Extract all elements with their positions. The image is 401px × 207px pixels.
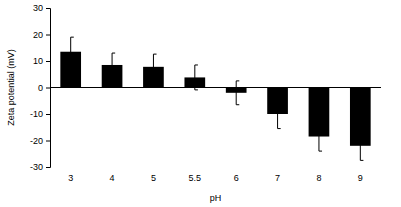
y-tick-label: -30 xyxy=(30,162,43,172)
error-cap xyxy=(195,89,198,90)
x-tick-label: 5.5 xyxy=(189,173,202,183)
marks xyxy=(60,37,370,160)
y-tick-mark xyxy=(46,167,50,168)
y-tick: -10 xyxy=(30,109,50,119)
x-tick-label: 6 xyxy=(234,173,239,183)
y-tick-label: -20 xyxy=(30,136,43,146)
bar xyxy=(184,77,205,87)
error-cap xyxy=(236,80,239,81)
x-tick: 5.5 xyxy=(189,173,202,183)
y-tick-label: 20 xyxy=(33,30,43,40)
x-tick-label: 9 xyxy=(358,173,363,183)
y-axis: -30 -20 -10 0 10 20 30 xyxy=(30,3,51,172)
y-tick-label: -10 xyxy=(30,109,43,119)
x-tick: 7 xyxy=(275,173,280,183)
x-tick-label: 8 xyxy=(316,173,321,183)
chart: -30 -20 -10 0 10 20 30 3 4 5 5.5 6 7 8 9 pH Zeta potenti… xyxy=(0,0,401,207)
y-tick: -30 xyxy=(30,162,50,172)
y-tick-label: 30 xyxy=(33,3,43,13)
y-tick: 10 xyxy=(33,56,50,66)
x-tick-label: 3 xyxy=(68,173,73,183)
x-tick: 3 xyxy=(68,173,73,183)
y-tick-mark xyxy=(46,35,50,36)
x-axis-title: pH xyxy=(210,193,222,203)
bar xyxy=(226,88,247,93)
error-cap xyxy=(71,37,74,38)
bar xyxy=(309,88,330,137)
x-tick: 8 xyxy=(316,173,321,183)
y-tick-label: 0 xyxy=(38,83,43,93)
error-cap xyxy=(360,160,363,161)
error-cap xyxy=(112,53,115,54)
bar xyxy=(350,88,371,146)
x-axis: 3 4 5 5.5 6 7 8 9 xyxy=(68,173,363,183)
bar xyxy=(102,65,123,88)
error-cap xyxy=(319,151,322,152)
error-cap xyxy=(278,128,281,129)
x-tick: 6 xyxy=(234,173,239,183)
error-cap xyxy=(195,64,198,65)
error-bars xyxy=(71,37,364,160)
x-tick: 4 xyxy=(110,173,115,183)
y-tick: 20 xyxy=(33,30,50,40)
y-axis-title: Zeta potential (mV) xyxy=(6,49,16,126)
error-cap xyxy=(153,54,156,55)
x-tick-label: 5 xyxy=(151,173,156,183)
bars xyxy=(60,52,370,146)
y-tick: -20 xyxy=(30,136,50,146)
bar xyxy=(143,67,164,88)
x-tick-label: 4 xyxy=(110,173,115,183)
plot: -30 -20 -10 0 10 20 30 3 4 5 5.5 6 7 8 9 xyxy=(30,3,381,183)
bar xyxy=(267,88,288,115)
zero-line xyxy=(50,87,381,88)
y-tick-mark xyxy=(46,8,50,9)
y-tick: 30 xyxy=(33,3,50,13)
y-tick-mark xyxy=(46,61,50,62)
y-tick-label: 10 xyxy=(33,56,43,66)
y-tick-mark xyxy=(46,141,50,142)
error-cap xyxy=(236,104,239,105)
y-tick: 0 xyxy=(38,83,50,93)
x-tick: 9 xyxy=(358,173,363,183)
y-tick-mark xyxy=(46,114,50,115)
y-tick-mark xyxy=(46,88,50,89)
x-tick: 5 xyxy=(151,173,156,183)
bar xyxy=(60,52,81,88)
x-tick-label: 7 xyxy=(275,173,280,183)
y-axis-line xyxy=(46,9,51,168)
